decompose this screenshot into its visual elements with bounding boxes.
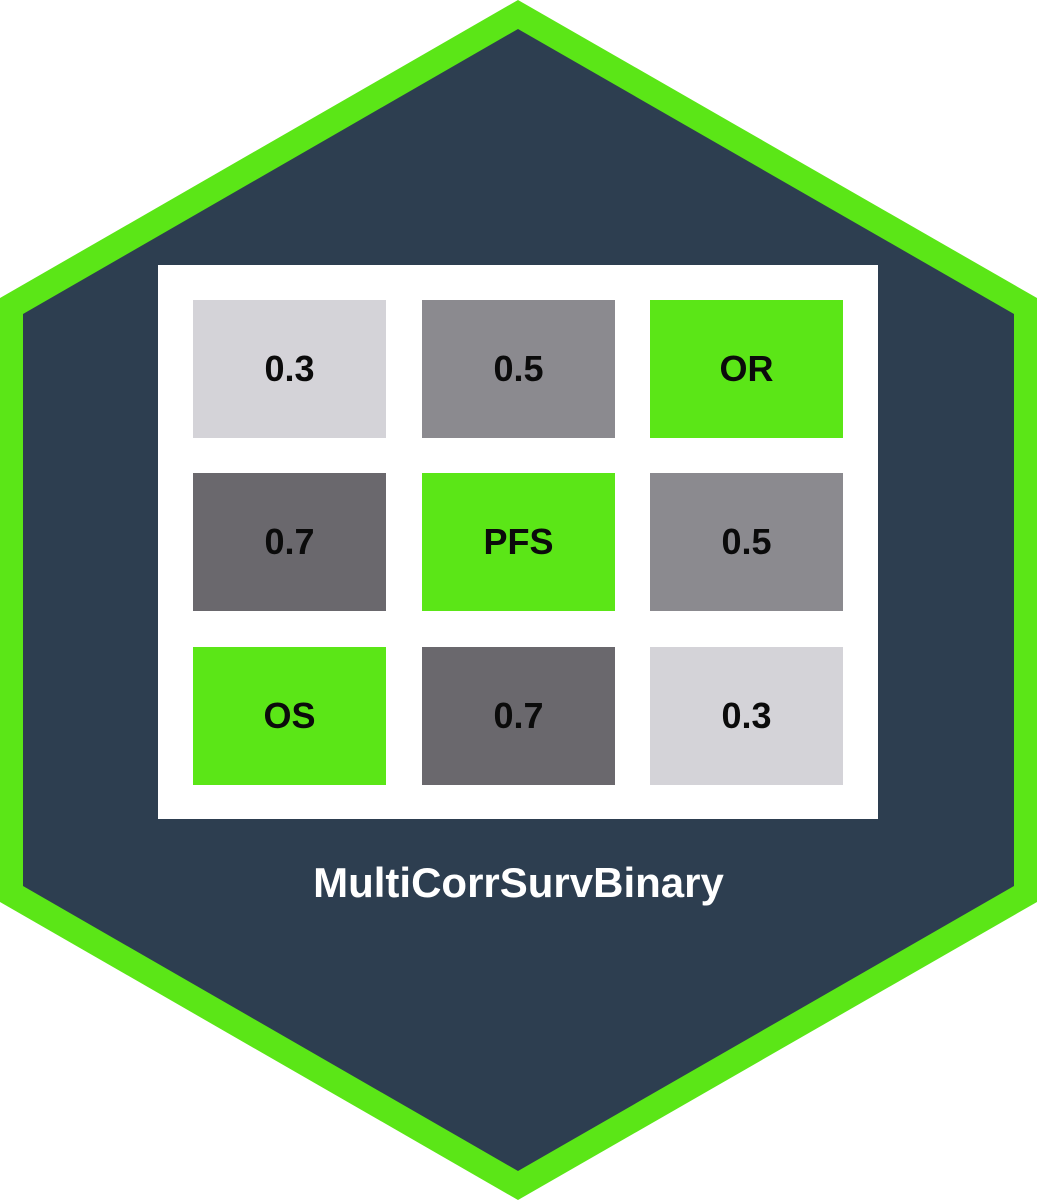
matrix-cell-r3-c1: OS [193, 647, 386, 785]
matrix-cell-r3-c3: 0.3 [650, 647, 843, 785]
matrix-cell-r3-c2: 0.7 [422, 647, 615, 785]
correlation-matrix: 0.3 0.5 OR 0.7 PFS 0.5 OS 0.7 0.3 [158, 265, 878, 819]
matrix-cell-r2-c1: 0.7 [193, 473, 386, 611]
package-title: MultiCorrSurvBinary [313, 859, 724, 906]
matrix-cell-r1-c3: OR [650, 300, 843, 438]
matrix-cell-r1-c1: 0.3 [193, 300, 386, 438]
matrix-cell-r2-c3: 0.5 [650, 473, 843, 611]
matrix-cell-r2-c2: PFS [422, 473, 615, 611]
matrix-cell-r1-c2: 0.5 [422, 300, 615, 438]
